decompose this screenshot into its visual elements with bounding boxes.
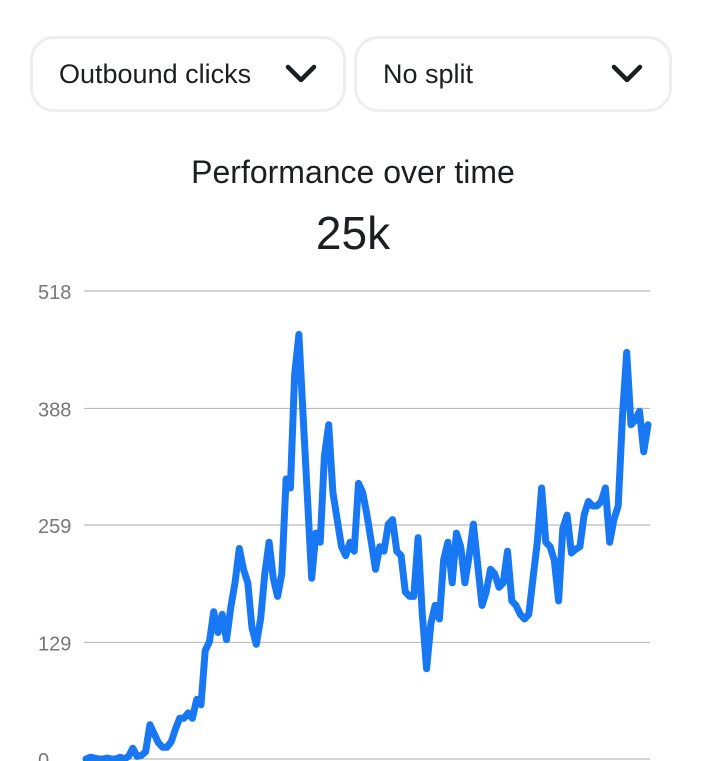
split-dropdown[interactable]: No split xyxy=(354,36,672,112)
split-dropdown-label: No split xyxy=(383,58,474,89)
y-tick-label: 259 xyxy=(38,516,71,538)
chevron-down-icon xyxy=(285,64,317,83)
chart-series xyxy=(82,330,652,761)
chevron-down-icon xyxy=(611,64,643,83)
series-line xyxy=(82,330,652,761)
metric-dropdown[interactable]: Outbound clicks xyxy=(30,36,346,112)
metric-dropdown-label: Outbound clicks xyxy=(59,58,252,89)
chart-title: Performance over time xyxy=(191,154,515,190)
performance-line-chart: 0 129 259 388 518 xyxy=(38,282,652,761)
y-tick-label: 388 xyxy=(38,399,71,421)
y-axis-ticks: 0 129 259 388 518 xyxy=(38,282,71,761)
y-tick-label: 0 xyxy=(38,750,49,761)
y-tick-label: 129 xyxy=(38,633,71,655)
y-tick-label: 518 xyxy=(38,282,71,304)
chart-total-value: 25k xyxy=(315,207,391,259)
